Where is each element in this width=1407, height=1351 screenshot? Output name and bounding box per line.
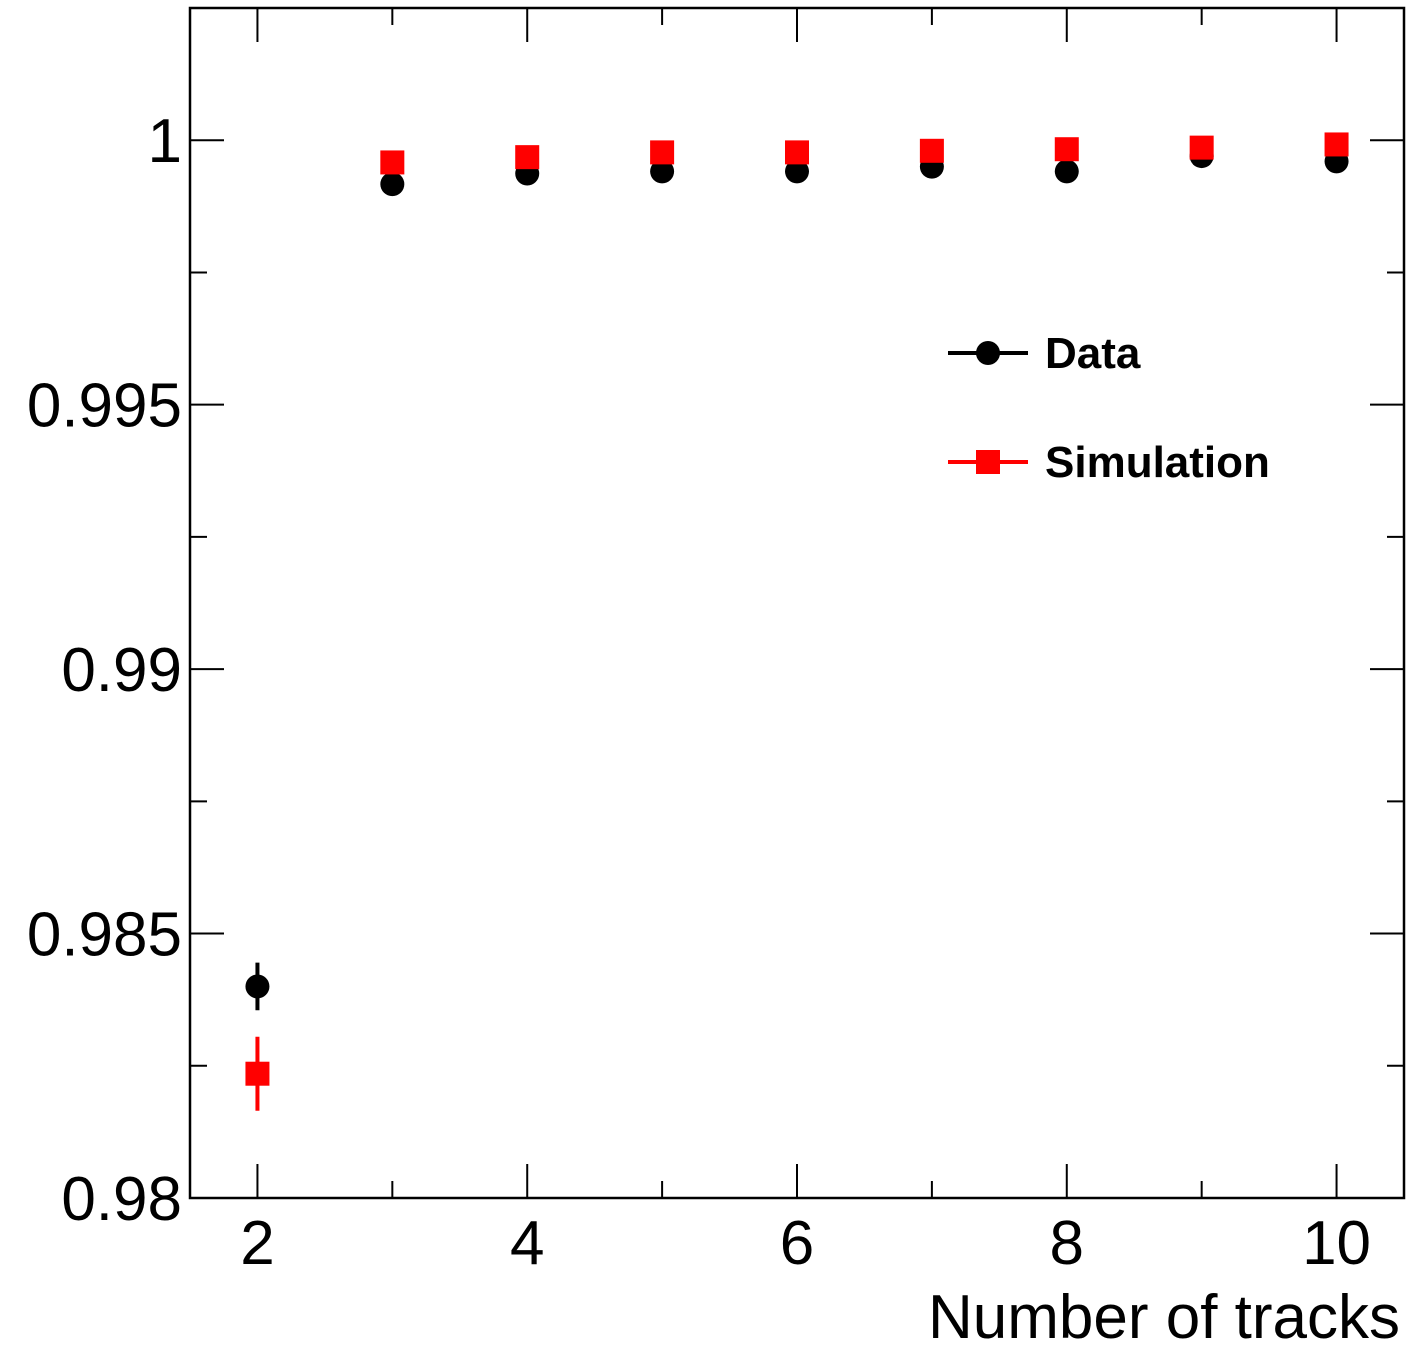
simulation-point xyxy=(650,140,675,165)
plot-frame xyxy=(188,6,1406,1200)
simulation-point xyxy=(380,150,405,175)
y-tick-label: 0.995 xyxy=(27,372,182,441)
legend-simulation-label: Simulation xyxy=(1045,438,1270,487)
simulation-point xyxy=(515,145,540,170)
data-point xyxy=(245,974,270,999)
y-tick-label: 0.985 xyxy=(27,901,182,970)
x-tick-label: 2 xyxy=(240,1209,274,1278)
tick-labels: 2 4 6 8 10 0.98 0.985 0.99 0.995 1 xyxy=(27,107,1371,1278)
x-tick-label: 8 xyxy=(1050,1209,1084,1278)
x-axis-title: Number of tracks xyxy=(928,1283,1400,1351)
simulation-point xyxy=(245,1061,270,1086)
simulation-point xyxy=(919,138,944,163)
x-tick-label: 6 xyxy=(780,1209,814,1278)
data-points xyxy=(245,132,1349,1111)
x-tick-label: 10 xyxy=(1302,1209,1371,1278)
data-point xyxy=(785,159,809,184)
data-point xyxy=(650,159,675,184)
x-tick-label: 4 xyxy=(510,1209,544,1278)
legend: Data Simulation xyxy=(948,329,1270,487)
y-tick-label: 0.99 xyxy=(61,636,182,705)
simulation-point xyxy=(785,140,809,165)
data-point xyxy=(1054,159,1079,184)
legend-data-marker xyxy=(976,341,1000,365)
simulation-point xyxy=(1054,137,1079,162)
legend-simulation-marker xyxy=(976,450,1000,474)
simulation-point xyxy=(1324,132,1349,157)
legend-data-label: Data xyxy=(1045,329,1141,378)
y-tick-label: 1 xyxy=(148,107,182,176)
y-tick-label: 0.98 xyxy=(61,1165,182,1234)
axis-ticks xyxy=(190,7,1404,1199)
simulation-point xyxy=(1189,135,1214,160)
data-point xyxy=(380,172,405,197)
